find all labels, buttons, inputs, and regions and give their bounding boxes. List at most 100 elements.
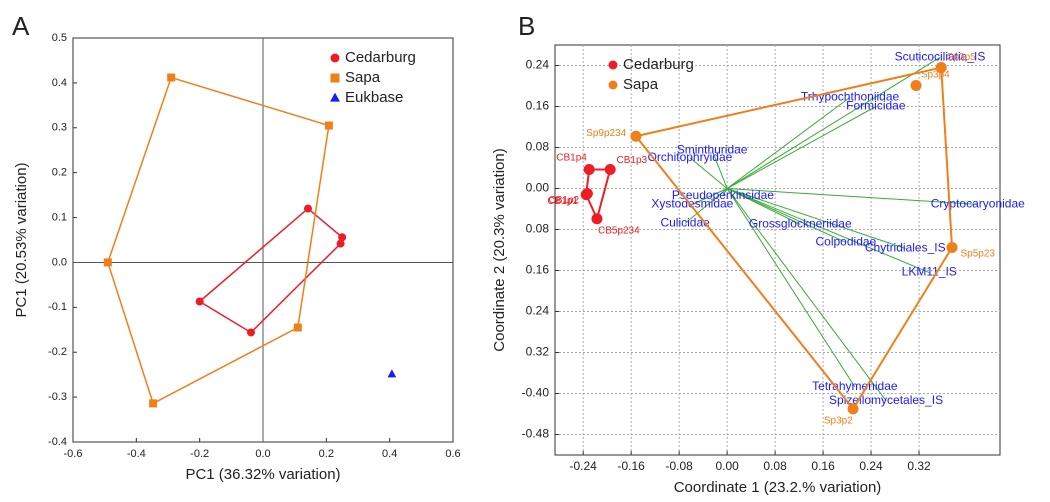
y-tick-label: 0.08 xyxy=(526,222,550,236)
x-tick-label: -0.4 xyxy=(127,448,146,460)
point xyxy=(910,79,922,91)
loading-vector xyxy=(726,106,877,189)
point-label: Sp3p4 xyxy=(921,70,950,81)
point xyxy=(935,62,947,74)
y-tick-label: 0.16 xyxy=(526,99,550,113)
x-tick-label: -0.6 xyxy=(64,448,83,460)
point-label: CB5p234 xyxy=(598,225,640,236)
y-tick-label: 0.3 xyxy=(52,122,67,134)
point xyxy=(583,164,595,176)
y-tick-label: -0.40 xyxy=(522,386,550,400)
point-label: CB1p4 xyxy=(556,153,587,164)
point-label: Sp5p23 xyxy=(960,248,995,259)
y-tick-label: 0.0 xyxy=(52,256,67,268)
loading-vector xyxy=(726,96,851,189)
y-tick-label: 0.5 xyxy=(52,32,67,44)
x-tick-label: -0.08 xyxy=(665,459,693,473)
legend-label: Sapa xyxy=(345,69,381,86)
loading-vector xyxy=(711,150,728,189)
loading-vector xyxy=(727,188,978,205)
vector-label: Tetrahymenidae xyxy=(812,379,898,393)
point-label: CB1p3 xyxy=(617,155,648,166)
loading-vector xyxy=(726,56,941,189)
y-tick-label: 0.24 xyxy=(526,58,550,72)
point xyxy=(293,323,302,332)
vector-label: Culicidae xyxy=(660,216,710,230)
point xyxy=(149,399,158,408)
y-tick-label: -0.2 xyxy=(48,346,67,358)
loading-vector xyxy=(726,188,887,401)
x-tick-label: 0.16 xyxy=(811,459,835,473)
loading-vector xyxy=(726,188,847,243)
y-tick-label: -0.48 xyxy=(522,427,550,441)
point xyxy=(103,258,112,267)
point xyxy=(946,241,958,253)
loading-vector xyxy=(726,188,930,274)
y-tick-label: 0.2 xyxy=(52,167,67,179)
loading-vector xyxy=(689,157,728,189)
vector-label: Grossglockneriidae xyxy=(749,217,852,231)
point-label: CB1p1 xyxy=(547,196,578,207)
legend-marker xyxy=(330,92,340,102)
vector-label: Pseudoperkinsidae xyxy=(672,188,774,202)
x-tick-label: 0.24 xyxy=(859,459,883,473)
plot-frame xyxy=(554,44,1001,456)
y-tick-label: 0.08 xyxy=(526,140,550,154)
vector-label: Chytridiales_IS xyxy=(865,241,946,255)
point xyxy=(847,403,859,415)
x-tick-label: 0.32 xyxy=(907,459,931,473)
x-tick-label: 0.4 xyxy=(382,448,397,460)
y-tick-label: 0.00 xyxy=(526,181,550,195)
legend-label: Eukbase xyxy=(345,89,403,106)
point-label: Sp3p5 xyxy=(947,52,976,63)
vector-label: Formicidae xyxy=(846,99,906,113)
legend-marker xyxy=(608,80,618,90)
point xyxy=(604,164,616,176)
y-tick-label: 0.1 xyxy=(52,211,67,223)
legend-marker xyxy=(330,73,340,83)
point-label: CB1p2 xyxy=(548,195,579,206)
y-axis-label: Coordinate 2 (20.3% variation) xyxy=(491,148,508,351)
y-tick-label: 0.32 xyxy=(526,345,550,359)
y-axis-label: PC1 (20.53% variation) xyxy=(13,162,30,317)
x-tick-label: 0.08 xyxy=(763,459,787,473)
legend-marker xyxy=(608,60,618,70)
hull xyxy=(634,66,954,411)
legend-label: Sapa xyxy=(623,76,659,93)
loading-vector xyxy=(726,188,906,249)
y-tick-label: 0.24 xyxy=(526,304,550,318)
point xyxy=(195,297,204,306)
point-label: Sp9p234 xyxy=(586,128,626,139)
x-tick-label: 0.6 xyxy=(445,448,460,460)
y-tick-label: -0.1 xyxy=(48,301,67,313)
x-tick-label: -0.2 xyxy=(190,448,209,460)
point xyxy=(338,233,347,242)
legend-label: Cedarburg xyxy=(345,49,416,66)
loading-vector xyxy=(692,188,728,205)
point xyxy=(630,130,642,142)
vector-label: Colpodidae xyxy=(816,234,877,248)
point-label: Sp3p2 xyxy=(824,416,853,427)
x-tick-label: 0.00 xyxy=(715,459,739,473)
x-tick-label: 0.0 xyxy=(255,448,270,460)
x-tick-label: -0.24 xyxy=(570,459,598,473)
y-tick-label: -0.3 xyxy=(48,391,67,403)
loading-vector xyxy=(684,188,728,224)
y-tick-label: -0.4 xyxy=(48,436,67,448)
vector-label: Cryptocaryonidae xyxy=(931,197,1025,211)
x-tick-label: 0.2 xyxy=(319,448,334,460)
point xyxy=(167,73,176,82)
y-tick-label: 0.4 xyxy=(52,77,67,89)
vector-label: Orchitophryidae xyxy=(648,150,733,164)
x-axis-label: Coordinate 1 (23.2.% variation) xyxy=(674,479,882,496)
point xyxy=(387,369,397,378)
hull xyxy=(198,207,344,334)
vector-label: Sminthuridae xyxy=(677,143,748,157)
hull xyxy=(107,76,330,405)
point xyxy=(246,328,255,337)
legend-marker xyxy=(330,53,340,63)
x-tick-label: -0.16 xyxy=(617,459,645,473)
point xyxy=(324,121,333,130)
panel-label: B xyxy=(518,11,535,41)
legend-label: Cedarburg xyxy=(623,56,694,73)
